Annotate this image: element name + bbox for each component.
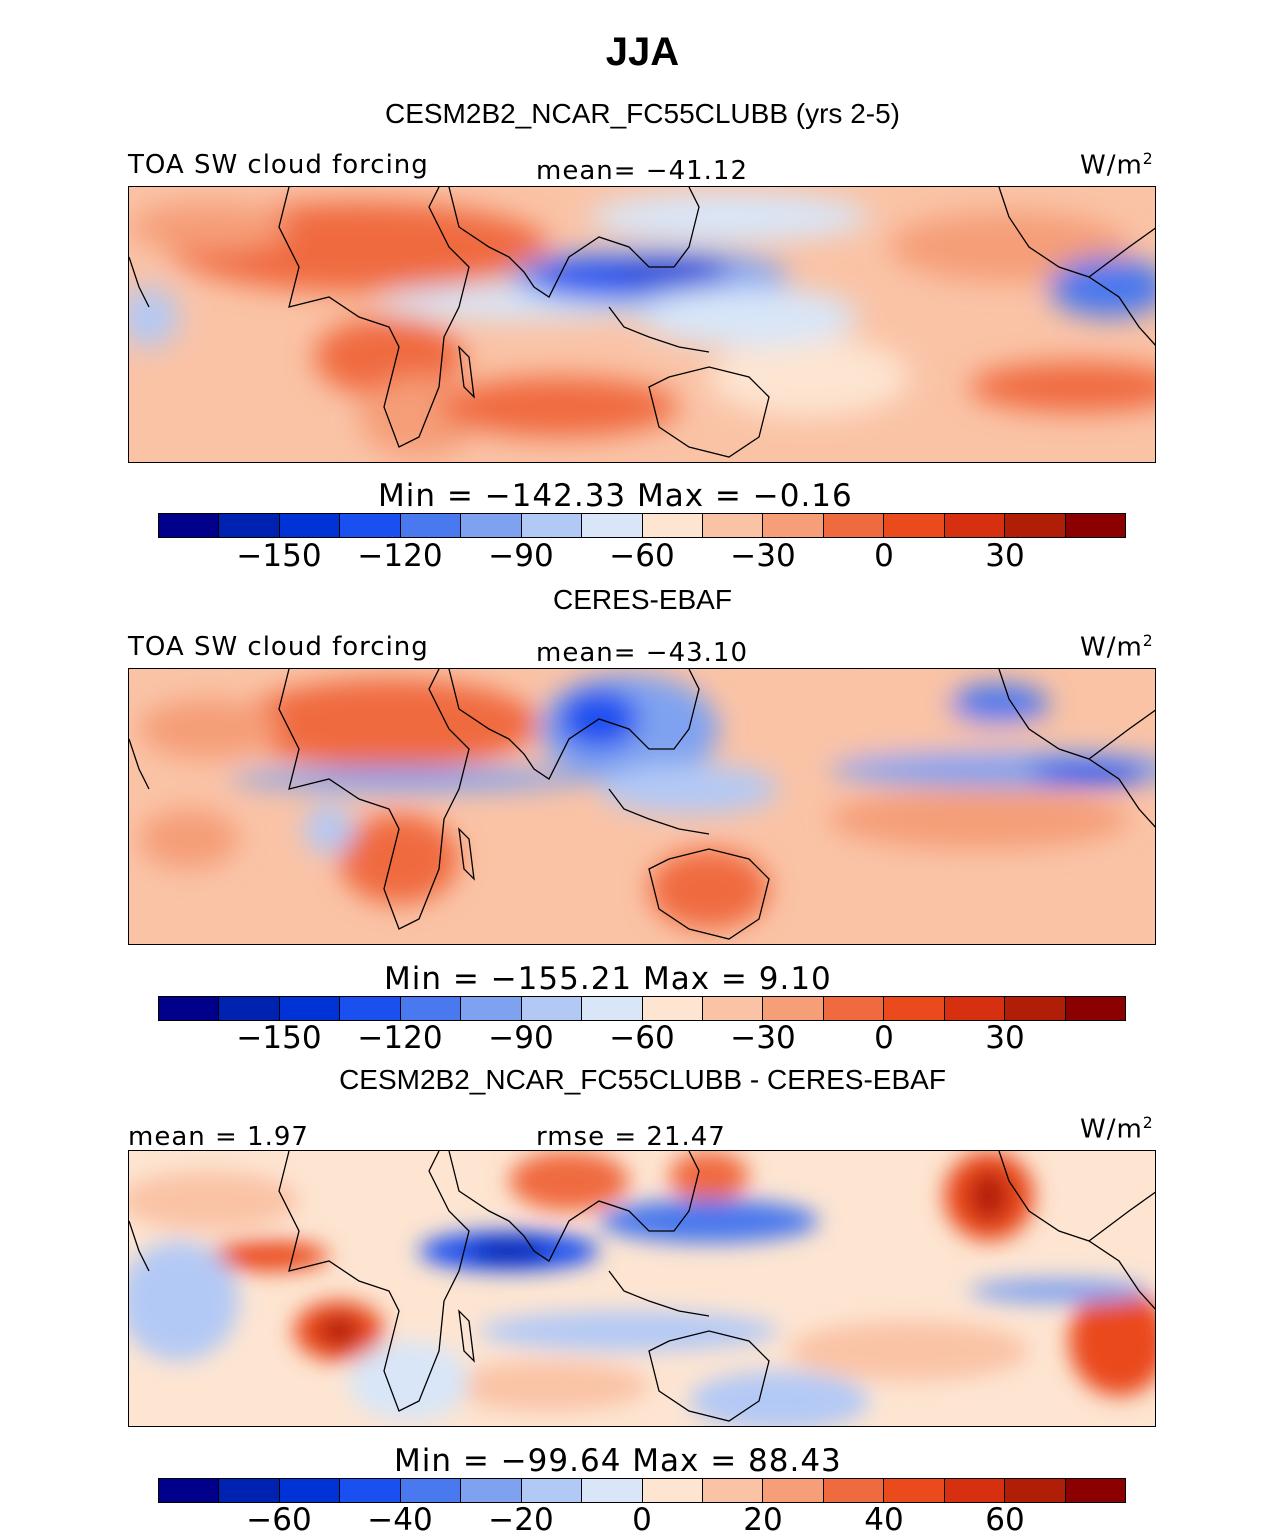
panel-2-heading: CERES-EBAF [553,584,732,615]
colorbar-segment [1065,997,1125,1020]
colorbar-segment [159,997,220,1020]
panel-1-colorbar-ticks: −150 −120 −90 −60 −30 0 30 [0,538,1285,578]
panel-1-minmax: Min = −142.33 Max = −0.16 [378,478,853,514]
colorbar-tick-label: −60 [246,1502,312,1538]
panel-2-minmax: Min = −155.21 Max = 9.10 [384,961,832,997]
colorbar-tick-label: 0 [632,1502,652,1538]
colorbar-segment [582,997,643,1020]
panel-3-heading: CESM2B2_NCAR_FC55CLUBB - CERES-EBAF [339,1064,946,1095]
colorbar-segment [702,514,764,537]
colorbar-segment [763,997,824,1020]
colorbar-tick-label: −20 [488,1502,554,1538]
colorbar-tick-label: −120 [357,1020,443,1056]
panel-3-minmax: Min = −99.64 Max = 88.43 [394,1443,842,1479]
colorbar-tick-label: −90 [488,538,554,574]
colorbar-segment [642,997,703,1020]
colorbar-tick-label: 30 [985,538,1025,574]
colorbar-tick-label: 30 [985,1020,1025,1056]
panel-1-mean-label: mean= −41.12 [536,156,749,186]
colorbar-segment [702,1479,764,1502]
colorbar-segment [340,1479,401,1502]
colorbar-segment [400,514,462,537]
colorbar-segment [702,997,764,1020]
colorbar-segment [823,1479,885,1502]
colorbar-tick-label: 60 [985,1502,1025,1538]
colorbar-segment [582,514,643,537]
colorbar-segment [642,1479,703,1502]
colorbar-tick-label: 0 [874,1020,894,1056]
colorbar-segment [461,997,522,1020]
colorbar-segment [1065,514,1125,537]
colorbar-segment [823,514,885,537]
colorbar-tick-label: −150 [236,1020,322,1056]
colorbar-segment [279,514,341,537]
colorbar-segment [279,1479,341,1502]
colorbar-segment [159,514,220,537]
colorbar-segment [521,997,583,1020]
panel-3-colorbar-ticks: −60 −40 −20 0 20 40 60 [0,1502,1285,1539]
panel-3-mean-label: mean = 1.97 [128,1122,309,1152]
panel-1-variable-label: TOA SW cloud forcing [128,150,429,180]
panel-1-colorbar [158,513,1126,538]
colorbar-segment [219,514,280,537]
colorbar-segment [1005,997,1066,1020]
colorbar-segment [219,1479,280,1502]
colorbar-tick-label: 20 [743,1502,783,1538]
colorbar-tick-label: −40 [367,1502,433,1538]
colorbar-tick-label: −60 [609,538,675,574]
colorbar-segment [521,514,583,537]
colorbar-segment [1005,1479,1066,1502]
colorbar-tick-label: −90 [488,1020,554,1056]
colorbar-segment [944,514,1006,537]
panel-3-units: W/m2 [1080,1114,1154,1145]
colorbar-segment [159,1479,220,1502]
panel-1-heading: CESM2B2_NCAR_FC55CLUBB (yrs 2-5) [384,98,901,129]
colorbar-segment [884,1479,945,1502]
panel-1-map [128,186,1156,463]
colorbar-tick-label: −120 [357,538,443,574]
colorbar-segment [763,514,824,537]
colorbar-tick-label: −60 [609,1020,675,1056]
panel-2-mean-label: mean= −43.10 [536,638,749,668]
colorbar-tick-label: −150 [236,538,322,574]
panel-1-units: W/m2 [1080,150,1154,181]
colorbar-segment [1005,514,1066,537]
colorbar-segment [884,514,945,537]
figure-title: JJA [605,30,680,74]
colorbar-segment [884,997,945,1020]
panel-2-map [128,668,1156,945]
colorbar-segment [1065,1479,1125,1502]
panel-3-rmse-label: rmse = 21.47 [536,1122,726,1152]
colorbar-tick-label: −30 [730,1020,796,1056]
colorbar-segment [400,1479,462,1502]
colorbar-segment [763,1479,824,1502]
panel-2-variable-label: TOA SW cloud forcing [128,632,429,662]
panel-2-colorbar [158,996,1126,1021]
colorbar-segment [400,997,462,1020]
colorbar-tick-label: −30 [730,538,796,574]
colorbar-segment [944,997,1006,1020]
colorbar-segment [823,997,885,1020]
colorbar-tick-label: 0 [874,538,894,574]
panel-3-colorbar [158,1478,1126,1503]
colorbar-segment [582,1479,643,1502]
panel-3-map [128,1150,1156,1427]
colorbar-segment [461,1479,522,1502]
colorbar-tick-label: 40 [864,1502,904,1538]
colorbar-segment [461,514,522,537]
colorbar-segment [521,1479,583,1502]
colorbar-segment [944,1479,1006,1502]
colorbar-segment [219,997,280,1020]
panel-2-colorbar-ticks: −150 −120 −90 −60 −30 0 30 [0,1020,1285,1060]
colorbar-segment [279,997,341,1020]
colorbar-segment [340,997,401,1020]
colorbar-segment [340,514,401,537]
panel-2-units: W/m2 [1080,632,1154,663]
colorbar-segment [642,514,703,537]
